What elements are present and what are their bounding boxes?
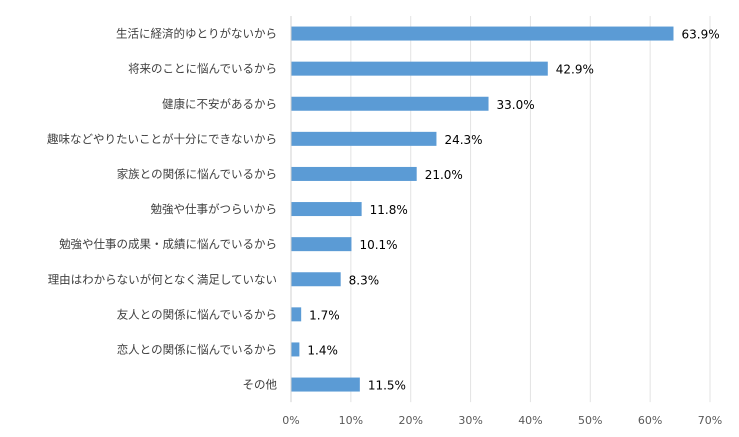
- category-labels: 生活に経済的ゆとりがないから将来のことに悩んでいるから健康に不安があるから趣味な…: [47, 27, 277, 392]
- bar: [291, 272, 341, 287]
- bar: [291, 237, 352, 252]
- category-label: 恋人との関係に悩んでいるから: [117, 342, 277, 356]
- bar: [291, 202, 362, 217]
- bar: [291, 96, 489, 111]
- category-label: その他: [243, 378, 278, 392]
- bar: [291, 342, 300, 357]
- bar: [291, 131, 437, 146]
- category-label: 生活に経済的ゆとりがないから: [116, 27, 277, 41]
- value-label: 8.3%: [349, 273, 380, 287]
- x-tick-label: 50%: [578, 414, 602, 427]
- x-tick-label: 60%: [638, 414, 662, 427]
- gridlines: [350, 16, 711, 403]
- value-label: 24.3%: [444, 133, 482, 147]
- category-label: 友人との関係に悩んでいるから: [117, 307, 277, 321]
- x-tick-label: 30%: [458, 414, 482, 427]
- category-label: 健康に不安があるから: [162, 97, 277, 111]
- value-label: 42.9%: [556, 63, 594, 77]
- bar: [291, 26, 674, 41]
- value-label: 10.1%: [359, 238, 397, 252]
- x-tick-label: 10%: [339, 414, 363, 427]
- value-label: 63.9%: [681, 28, 719, 42]
- x-tick-label: 40%: [518, 414, 542, 427]
- x-tick-label: 0%: [282, 414, 299, 427]
- value-label: 11.8%: [370, 203, 408, 217]
- category-label: 理由はわからないが何となく満足していない: [48, 272, 277, 286]
- value-label: 11.5%: [368, 379, 406, 393]
- x-tick-label: 70%: [698, 414, 722, 427]
- x-axis-tick-labels: 0% 10% 20% 30% 40% 50% 60% 70%: [282, 414, 722, 427]
- value-label: 21.0%: [425, 168, 463, 182]
- category-label: 家族との関係に悩んでいるから: [117, 167, 277, 181]
- value-labels: 63.9% 42.9% 33.0% 24.3% 21.0% 11.8% 10.1% 8.3% 1…: [307, 28, 719, 393]
- bars: [291, 26, 674, 392]
- category-label: 勉強や仕事の成果・成績に悩んでいるから: [59, 237, 277, 251]
- value-label: 33.0%: [497, 98, 535, 112]
- bar: [291, 377, 360, 392]
- category-label: 趣味などやりたいことが十分にできないから: [47, 132, 277, 146]
- category-label: 勉強や仕事がつらいから: [151, 202, 278, 216]
- bar: [291, 61, 548, 76]
- value-label: 1.7%: [309, 308, 340, 322]
- x-tick-label: 20%: [398, 414, 422, 427]
- value-label: 1.4%: [307, 343, 338, 357]
- bar: [291, 307, 302, 322]
- bar: [291, 166, 417, 181]
- category-label: 将来のことに悩んでいるから: [128, 62, 277, 76]
